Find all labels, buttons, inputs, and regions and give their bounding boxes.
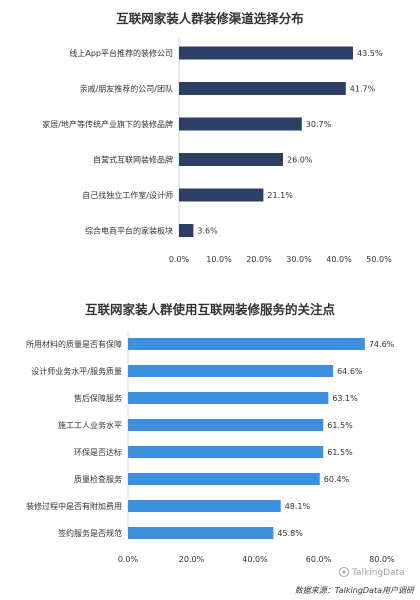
footer: TalkingData 数据来源：TalkingData用户调研 [295, 567, 416, 595]
category-label: 线上App平台推荐的装修公司 [69, 48, 173, 58]
value-label: 63.1% [332, 394, 358, 403]
bar [128, 473, 320, 485]
bar [128, 365, 334, 377]
x-tick-label: 40.0% [326, 255, 352, 264]
bar [128, 500, 281, 512]
value-label: 64.6% [337, 367, 363, 376]
value-label: 21.1% [267, 191, 293, 200]
value-label: 48.1% [285, 502, 311, 511]
category-label: 所用材料的质量是否有保障 [26, 339, 122, 349]
source-note: 数据来源：TalkingData用户调研 [295, 586, 416, 595]
bar [179, 188, 264, 202]
bar [128, 419, 324, 431]
category-label: 环保是否达标 [74, 447, 122, 457]
value-label: 45.8% [277, 529, 303, 538]
x-tick-label: 20.0% [179, 555, 205, 564]
bar [128, 392, 329, 404]
category-label: 设计师业务水平/服务质量 [31, 366, 122, 376]
bar [128, 527, 274, 539]
chart-1-title: 互联网家装人群装修渠道选择分布 [116, 11, 304, 26]
category-label: 签约服务是否规范 [58, 528, 122, 538]
chart-1: 互联网家装人群装修渠道选择分布 线上App平台推荐的装修公司 43.5% 亲戚/朋友… [42, 11, 392, 264]
value-label: 74.6% [369, 340, 395, 349]
category-label: 售后保障服务 [74, 393, 122, 403]
category-label: 质量检查服务 [74, 474, 122, 484]
value-label: 26.0% [287, 156, 313, 165]
category-label: 装修过程中是否有附加费用 [26, 501, 122, 511]
x-tick-label: 0.0% [169, 255, 190, 264]
value-label: 43.5% [357, 49, 383, 58]
bar [179, 153, 283, 166]
x-tick-label: 40.0% [242, 555, 268, 564]
bar [179, 82, 346, 95]
category-label: 亲戚/朋友推荐的公司/团队 [80, 84, 173, 94]
category-label: 施工工人业务水平 [58, 420, 122, 430]
bar [179, 117, 302, 131]
value-label: 41.7% [350, 85, 376, 94]
x-tick-label: 60.0% [306, 555, 332, 564]
category-label: 综合电商平台的家装板块 [85, 226, 173, 236]
category-label: 家居/地产等传统产业旗下的装修品牌 [42, 119, 173, 129]
chart-2: 互联网家装人群使用互联网装修服务的关注点 所用材料的质量是否有保障 74.6% 设计… [26, 302, 395, 564]
x-tick-label: 20.0% [246, 255, 272, 264]
chart-2-bars: 所用材料的质量是否有保障 74.6% 设计师业务水平/服务质量 64.6% 售后保障服务… [26, 333, 395, 564]
chart-1-bars: 线上App平台推荐的装修公司 43.5% 亲戚/朋友推荐的公司/团队 41.7% 家居/… [42, 38, 392, 264]
category-label: 自营式互联网装修品牌 [93, 155, 173, 165]
x-tick-label: 80.0% [369, 555, 395, 564]
bar [179, 224, 194, 237]
bar [179, 46, 353, 60]
value-label: 61.5% [327, 421, 353, 430]
value-label: 60.4% [324, 475, 350, 484]
bar [128, 446, 324, 458]
value-label: 3.6% [197, 227, 218, 236]
bar [128, 338, 365, 350]
talkingdata-logo-icon [339, 567, 349, 577]
x-tick-label: 30.0% [286, 255, 312, 264]
x-tick-label: 0.0% [118, 555, 139, 564]
chart-2-title: 互联网家装人群使用互联网装修服务的关注点 [85, 302, 336, 317]
value-label: 61.5% [327, 448, 353, 457]
value-label: 30.7% [306, 120, 332, 129]
brand-name: TalkingData [351, 568, 405, 578]
x-tick-label: 50.0% [366, 255, 392, 264]
category-label: 自己找独立工作室/设计师 [82, 190, 173, 200]
x-tick-label: 10.0% [206, 255, 232, 264]
